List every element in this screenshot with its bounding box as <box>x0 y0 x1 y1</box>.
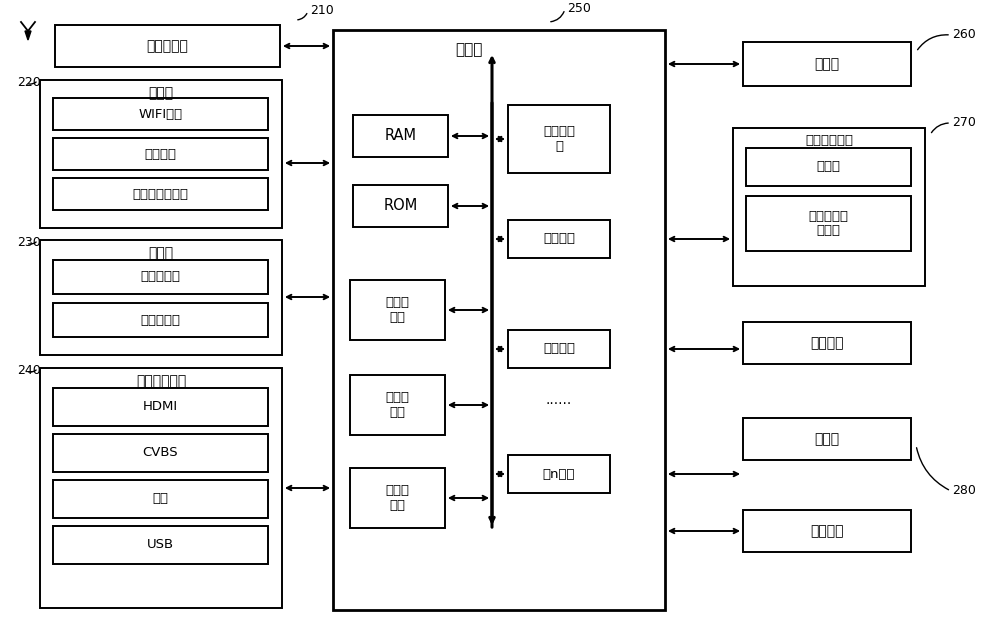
Bar <box>53 388 268 426</box>
Bar <box>40 240 282 355</box>
Bar <box>53 138 268 170</box>
Text: 图像采集器: 图像采集器 <box>140 314 180 326</box>
Text: 检测器: 检测器 <box>148 246 174 260</box>
Text: 第n接口: 第n接口 <box>543 467 575 481</box>
Bar <box>353 115 448 157</box>
Bar <box>53 434 268 472</box>
Bar <box>353 185 448 227</box>
Polygon shape <box>25 31 31 40</box>
Text: 声音采集器: 声音采集器 <box>140 271 180 283</box>
Bar <box>508 330 610 368</box>
Bar <box>53 480 268 518</box>
Bar <box>746 196 911 251</box>
Text: 控制器: 控制器 <box>455 43 483 58</box>
Text: 210: 210 <box>310 4 334 17</box>
Bar <box>53 526 268 564</box>
Bar <box>508 105 610 173</box>
Text: 存储器: 存储器 <box>814 432 840 446</box>
Bar <box>333 30 665 610</box>
Text: RAM: RAM <box>384 128 416 144</box>
Text: ROM: ROM <box>383 199 418 213</box>
Bar <box>508 220 610 258</box>
Bar <box>55 25 280 67</box>
Text: 280: 280 <box>952 483 976 497</box>
Bar <box>350 375 445 435</box>
Text: 音频处
理器: 音频处 理器 <box>386 484 410 512</box>
Text: 供电电源: 供电电源 <box>810 336 844 350</box>
Bar <box>743 418 911 460</box>
Bar <box>53 303 268 337</box>
Text: 第一接口: 第一接口 <box>543 232 575 246</box>
Text: 分量: 分量 <box>152 493 168 505</box>
Text: 用户接口: 用户接口 <box>810 524 844 538</box>
Bar <box>743 42 911 86</box>
Text: 220: 220 <box>17 76 41 90</box>
Text: ......: ...... <box>546 393 572 407</box>
Text: 250: 250 <box>567 1 591 15</box>
Text: USB: USB <box>147 538 174 552</box>
Text: 图形处
理器: 图形处 理器 <box>386 391 410 419</box>
Bar <box>53 260 268 294</box>
Text: 通信器: 通信器 <box>148 86 174 100</box>
Bar <box>40 368 282 608</box>
Bar <box>40 80 282 228</box>
Text: CVBS: CVBS <box>143 446 178 460</box>
Bar <box>733 128 925 286</box>
Text: 第二接口: 第二接口 <box>543 342 575 356</box>
Bar <box>746 148 911 186</box>
Text: 230: 230 <box>17 236 41 250</box>
Bar <box>508 455 610 493</box>
Text: 蓝牙模块: 蓝牙模块 <box>144 147 176 161</box>
Text: 260: 260 <box>952 27 976 41</box>
Bar <box>53 178 268 210</box>
Text: 270: 270 <box>952 116 976 128</box>
Text: 扬声器: 扬声器 <box>816 161 840 173</box>
Text: 显示器: 显示器 <box>814 57 840 71</box>
Text: 音频输出接口: 音频输出接口 <box>805 135 853 147</box>
Text: HDMI: HDMI <box>143 401 178 413</box>
Text: 调谐解调器: 调谐解调器 <box>147 39 188 53</box>
Bar <box>350 280 445 340</box>
Text: 外部装置接口: 外部装置接口 <box>136 374 186 388</box>
Bar <box>350 468 445 528</box>
Bar <box>743 510 911 552</box>
Text: WIFI模块: WIFI模块 <box>138 107 183 121</box>
Bar <box>743 322 911 364</box>
Text: 有线以太网模块: 有线以太网模块 <box>132 187 188 201</box>
Text: 240: 240 <box>17 364 41 377</box>
Text: 外接音响输
出端子: 外接音响输 出端子 <box>808 210 848 237</box>
Text: 视频处
理器: 视频处 理器 <box>386 296 410 324</box>
Bar <box>53 98 268 130</box>
Text: 中央处理
器: 中央处理 器 <box>543 125 575 153</box>
